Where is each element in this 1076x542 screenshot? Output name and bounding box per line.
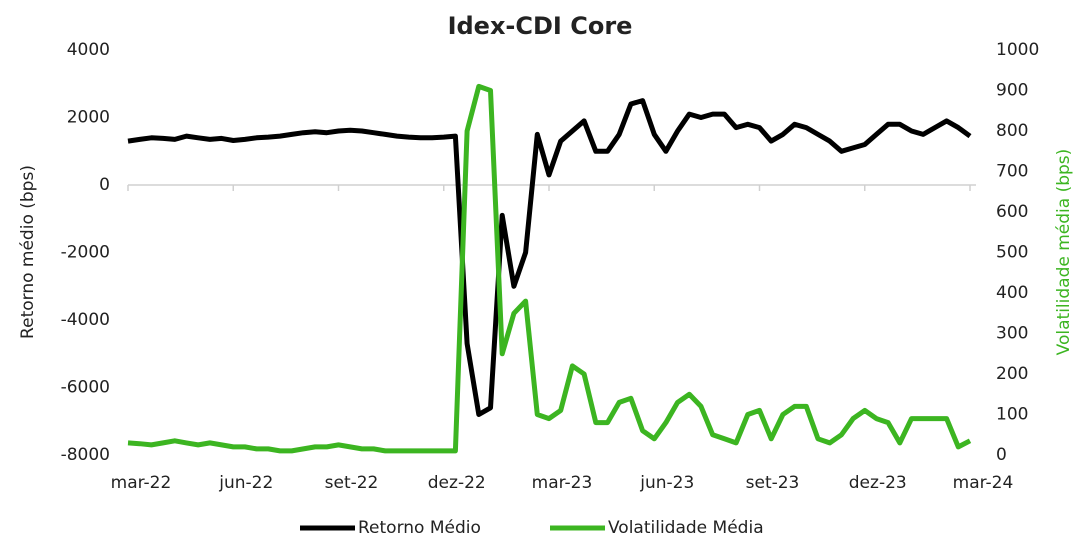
line-series <box>127 83 972 454</box>
x-tick-label: mar-24 <box>953 473 1014 493</box>
x-tick-label: mar-23 <box>532 473 593 493</box>
y2-axis-label: Volatilidade média (bps) <box>1054 149 1074 356</box>
y-tick-label: 2000 <box>67 108 110 128</box>
legend-label: Volatilidade Média <box>608 518 764 538</box>
y-tick-label: 0 <box>99 175 110 195</box>
y-tick-label: -8000 <box>61 445 110 465</box>
y2-tick-label: 1000 <box>996 40 1039 60</box>
y-tick-label: -6000 <box>61 378 110 398</box>
legend-label: Retorno Médio <box>358 518 481 538</box>
chart-title: Idex-CDI Core <box>448 12 633 40</box>
x-tick-label: dez-22 <box>428 473 486 493</box>
y2-tick-label: 400 <box>996 283 1028 303</box>
y-tick-label: -2000 <box>61 243 110 263</box>
y2-tick-label: 700 <box>996 162 1028 182</box>
y-tick-label: -4000 <box>61 310 110 330</box>
x-tick-label: set-23 <box>746 473 800 493</box>
y2-tick-label: 0 <box>996 445 1007 465</box>
x-tick-label: jun-23 <box>639 473 694 493</box>
y2-tick-label: 600 <box>996 202 1028 222</box>
y2-tick-label: 200 <box>996 364 1028 384</box>
y2-tick-label: 300 <box>996 324 1028 344</box>
y-tick-label: 4000 <box>67 40 110 60</box>
y2-tick-label: 500 <box>996 243 1028 263</box>
x-tick-label: dez-23 <box>849 473 907 493</box>
y2-tick-label: 800 <box>996 121 1028 141</box>
x-tick-label: mar-22 <box>111 473 172 493</box>
y-axis-label: Retorno médio (bps) <box>18 165 38 339</box>
x-tick-label: jun-22 <box>218 473 273 493</box>
x-tick-label: set-22 <box>325 473 379 493</box>
line-series <box>127 98 972 417</box>
y2-tick-label: 100 <box>996 405 1028 425</box>
y2-tick-label: 900 <box>996 81 1028 101</box>
